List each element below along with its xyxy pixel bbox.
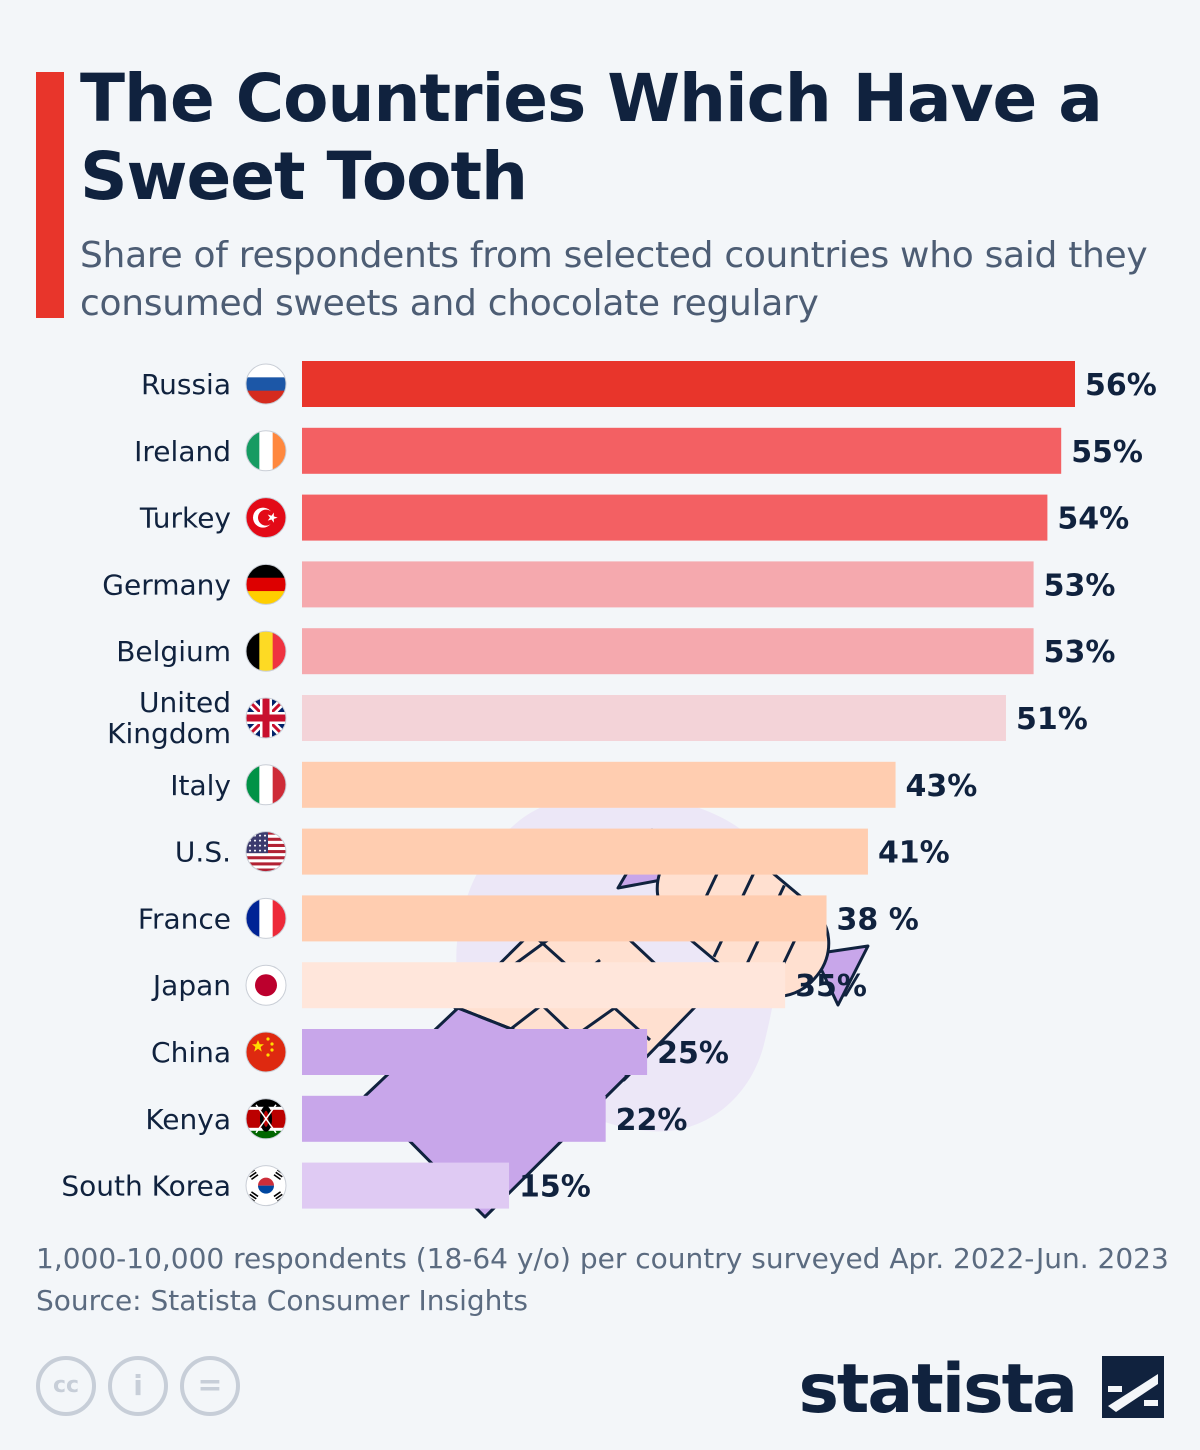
bar <box>302 561 1034 608</box>
us-flag-icon <box>245 831 287 873</box>
title-accent-bar <box>36 72 64 318</box>
bar <box>302 895 827 942</box>
bar-row: Germany 53% <box>102 561 1116 608</box>
bar-row: Turkey 54% <box>139 494 1129 541</box>
category-label: Ireland <box>134 435 231 468</box>
statista-mark-icon <box>1102 1356 1164 1418</box>
source-note: Source: Statista Consumer Insights <box>36 1284 528 1317</box>
bar <box>302 361 1075 407</box>
survey-note: 1,000-10,000 respondents (18-64 y/o) per… <box>36 1242 1169 1275</box>
turkey-flag-icon <box>245 497 287 539</box>
category-label: United Kingdom <box>107 686 231 750</box>
category-label: Turkey <box>139 502 231 535</box>
bar <box>302 1095 606 1142</box>
value-label: 55% <box>1071 435 1143 470</box>
value-label: 51% <box>1016 702 1088 737</box>
category-label: Japan <box>151 969 231 1002</box>
bar-row: United Kingdom 51% <box>107 686 1088 750</box>
value-label: 56% <box>1085 368 1157 403</box>
bar-row: Ireland 55% <box>134 427 1143 474</box>
france-flag-icon <box>245 897 287 939</box>
ireland-flag-icon <box>245 430 287 472</box>
belgium-flag-icon <box>245 630 287 672</box>
bar-chart: Russia 56%Ireland 55%Turkey 54%Germany 53%Be… <box>61 361 1157 1219</box>
value-label: 53% <box>1044 635 1116 670</box>
bar-row: China 25% <box>151 1029 729 1075</box>
chart-subtitle: Share of respondents from selected count… <box>80 235 1148 324</box>
category-label: U.S. <box>175 836 231 869</box>
value-label: 41% <box>878 836 950 871</box>
bar-row: U.S. 41% <box>175 828 950 875</box>
category-label: France <box>138 902 231 935</box>
bar <box>302 828 868 875</box>
value-label: 25% <box>657 1036 729 1071</box>
category-label: China <box>151 1036 231 1069</box>
category-label: Germany <box>102 568 231 601</box>
category-label: Italy <box>170 769 231 802</box>
category-label: Belgium <box>116 635 231 668</box>
bar-row: Belgium 53% <box>116 628 1116 675</box>
germany-flag-icon <box>245 563 287 605</box>
category-label: South Korea <box>61 1170 231 1203</box>
japan-flag-icon <box>245 964 287 1006</box>
value-label: 22% <box>616 1103 688 1138</box>
bar <box>302 1029 648 1075</box>
bar <box>302 427 1062 474</box>
brand-wordmark: statista <box>798 1350 1078 1429</box>
kenya-flag-icon <box>245 1098 287 1140</box>
category-label: Kenya <box>145 1103 231 1136</box>
bar <box>302 761 896 808</box>
bar <box>302 494 1048 541</box>
footnote: 1,000-10,000 respondents (18-64 y/o) per… <box>36 1238 1186 1322</box>
no-derivatives-icon[interactable]: = <box>180 1356 240 1416</box>
bar-row: Russia 56% <box>141 361 1157 407</box>
bar-row: Kenya 22% <box>145 1095 688 1142</box>
value-label: 54% <box>1057 502 1129 537</box>
chart-title: The Countries Which Have a Sweet Tooth <box>80 60 1103 215</box>
italy-flag-icon <box>245 764 287 806</box>
value-label: 35% <box>795 969 867 1004</box>
bar-row: Japan 35% <box>151 962 867 1009</box>
cc-icon[interactable]: cc <box>36 1356 96 1416</box>
bar <box>302 695 1006 741</box>
category-label: Russia <box>141 368 231 401</box>
attribution-icon[interactable]: i <box>108 1356 168 1416</box>
value-label: 53% <box>1044 568 1116 603</box>
china-flag-icon <box>245 1031 287 1073</box>
russia-flag-icon <box>245 363 287 405</box>
bar <box>302 628 1034 675</box>
uk-flag-icon <box>245 697 287 739</box>
bar <box>302 962 786 1009</box>
bar-row: Italy 43% <box>170 761 978 808</box>
value-label: 43% <box>906 769 978 804</box>
value-label: 15% <box>519 1170 591 1205</box>
value-label: 38 % <box>837 902 919 937</box>
south-korea-flag-icon <box>245 1165 287 1207</box>
bar-row: South Korea 15% <box>61 1162 591 1209</box>
bar-row: France 38 % <box>138 895 919 942</box>
bar <box>302 1162 510 1209</box>
